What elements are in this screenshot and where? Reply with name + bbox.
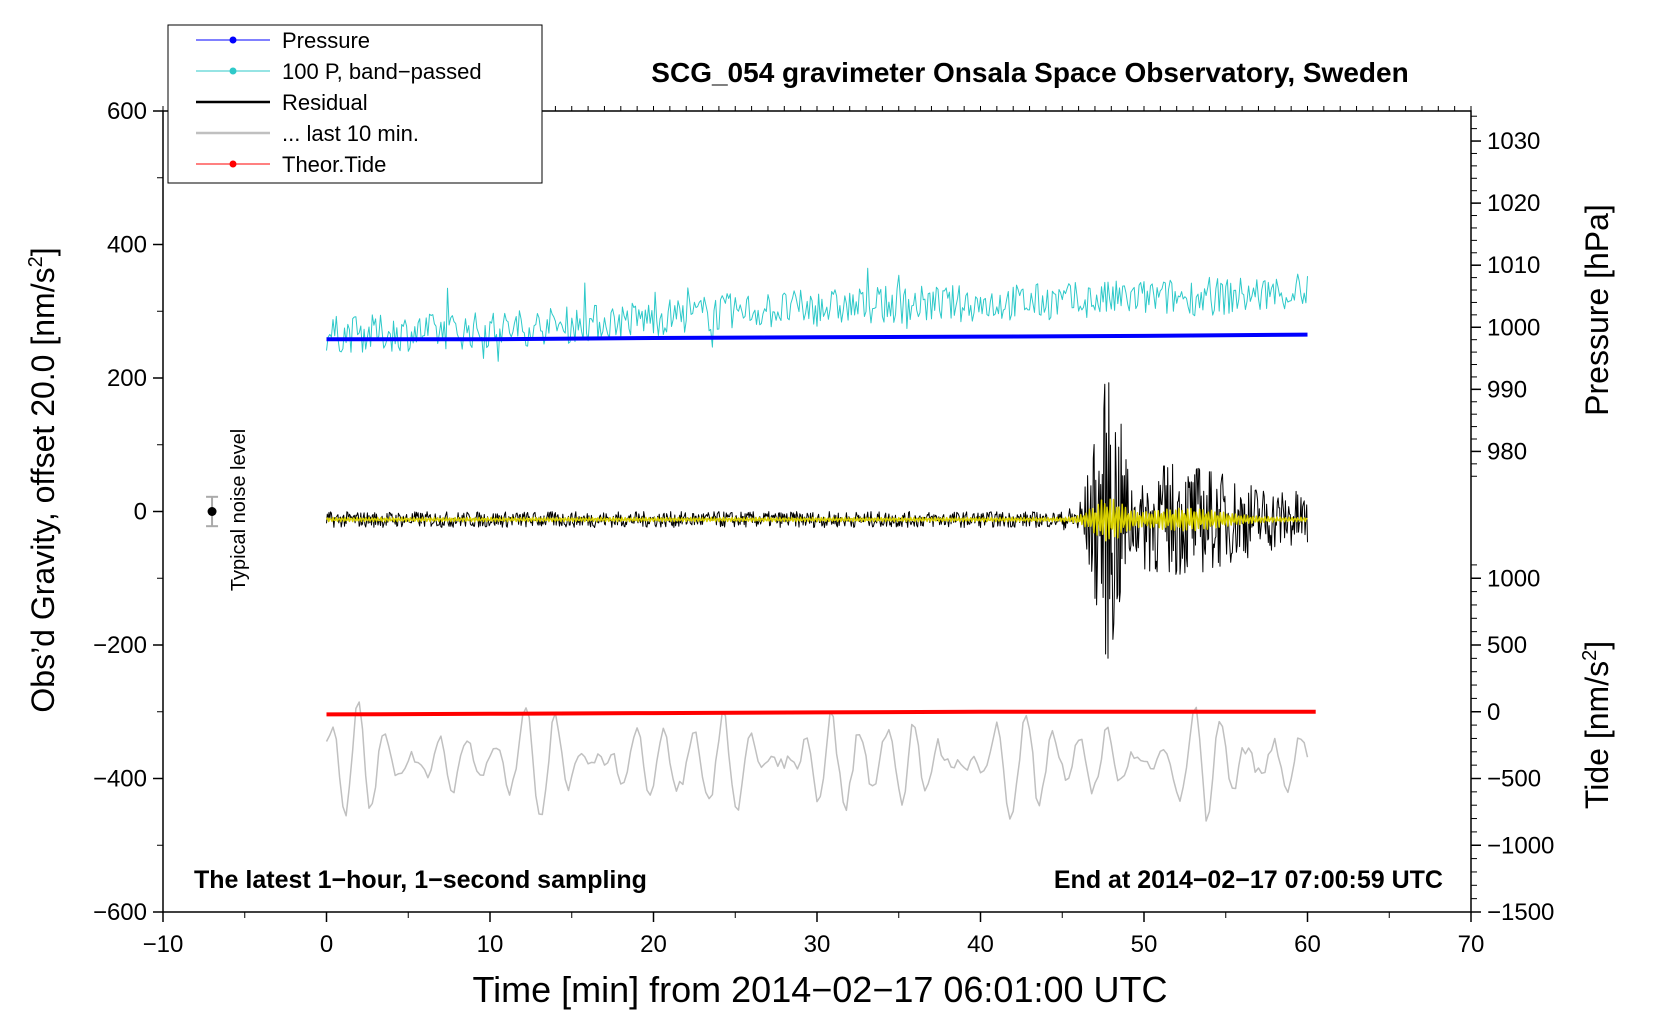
- y-tick-label: −400: [93, 766, 147, 793]
- legend-box: [167, 24, 543, 184]
- legend-label: ... last 10 min.: [282, 121, 419, 146]
- tide-tick-label: −500: [1487, 766, 1541, 793]
- legend-marker: [229, 160, 237, 168]
- legend-label: Pressure: [282, 28, 370, 53]
- x-tick-label: 60: [1294, 931, 1321, 958]
- x-tick-label: 0: [320, 931, 333, 958]
- y-tick-label: 0: [134, 499, 147, 526]
- noise-level-label: Typical noise level: [228, 429, 250, 591]
- x-tick-label: −10: [143, 931, 184, 958]
- x-axis-label: Time [min] from 2014−02−17 06:01:00 UTC: [472, 969, 1167, 1010]
- x-tick-label: 70: [1458, 931, 1485, 958]
- chart-title: SCG_054 gravimeter Onsala Space Observat…: [651, 57, 1408, 88]
- series-theor-tide: [326, 709, 1316, 717]
- axis-layer: −10 0 10 20 30 40 50 60 70−600−400−2000200400600…: [93, 98, 1554, 958]
- series-last-10-min: [325, 701, 1309, 822]
- tide-tick-label: −1500: [1487, 899, 1554, 926]
- pressure-tick-label: 990: [1487, 376, 1527, 403]
- x-tick-label: 20: [640, 931, 667, 958]
- y-tick-label: −200: [93, 632, 147, 659]
- pressure-tick-label: 1000: [1487, 314, 1540, 341]
- y-axis-label-tide-sup: 2: [1579, 650, 1601, 661]
- legend-label: Residual: [282, 90, 368, 115]
- y-axis-label-tide-end: ]: [1579, 641, 1615, 650]
- tide-tick-label: 500: [1487, 632, 1527, 659]
- y-axis-label-pressure: Pressure [hPa]: [1579, 204, 1615, 416]
- series-band-passed: [326, 267, 1308, 362]
- x-tick-label: 10: [477, 931, 504, 958]
- x-tick-label: 40: [967, 931, 994, 958]
- noise-point: [207, 507, 217, 516]
- y-tick-label: 600: [107, 98, 147, 125]
- y-axis-label-gravity-text: Obs’d Gravity, offset 20.0 [nm/s: [25, 267, 61, 712]
- legend-label: Theor.Tide: [282, 152, 386, 177]
- x-tick-label: 50: [1131, 931, 1158, 958]
- pressure-tick-label: 1010: [1487, 252, 1540, 279]
- y-tick-label: 200: [107, 365, 147, 392]
- y-axis-label-gravity-end: ]: [25, 247, 61, 256]
- tide-tick-label: 1000: [1487, 565, 1540, 592]
- pressure-tick-label: 980: [1487, 438, 1527, 465]
- y-axis-label-tide: Tide [nm/s2]: [1579, 641, 1615, 809]
- pressure-tick-label: 1030: [1487, 128, 1540, 155]
- tide-tick-label: −1000: [1487, 832, 1554, 859]
- y-axis-label-tide-text: Tide [nm/s: [1579, 661, 1615, 809]
- legend: Pressure 100 P, band−passed Residual ... la…: [167, 24, 543, 184]
- series-pressure: [326, 332, 1308, 342]
- y-tick-label: 400: [107, 232, 147, 259]
- legend-marker: [229, 36, 237, 44]
- x-tick-label: 30: [804, 931, 831, 958]
- series-layer: [325, 267, 1316, 822]
- y-axis-label-gravity: Obs’d Gravity, offset 20.0 [nm/s2]: [25, 247, 61, 712]
- annotation-sampling: The latest 1−hour, 1−second sampling: [194, 866, 647, 894]
- y-axis-label-gravity-sup: 2: [25, 256, 47, 267]
- annotation-end-time: End at 2014−02−17 07:00:59 UTC: [1054, 866, 1443, 894]
- legend-marker: [229, 67, 237, 75]
- tide-tick-label: 0: [1487, 699, 1500, 726]
- y-tick-label: −600: [93, 899, 147, 926]
- series-residual-filtered: [325, 498, 1308, 542]
- noise-marker-group: [206, 495, 219, 528]
- pressure-tick-label: 1020: [1487, 190, 1540, 217]
- legend-label: 100 P, band−passed: [282, 59, 482, 84]
